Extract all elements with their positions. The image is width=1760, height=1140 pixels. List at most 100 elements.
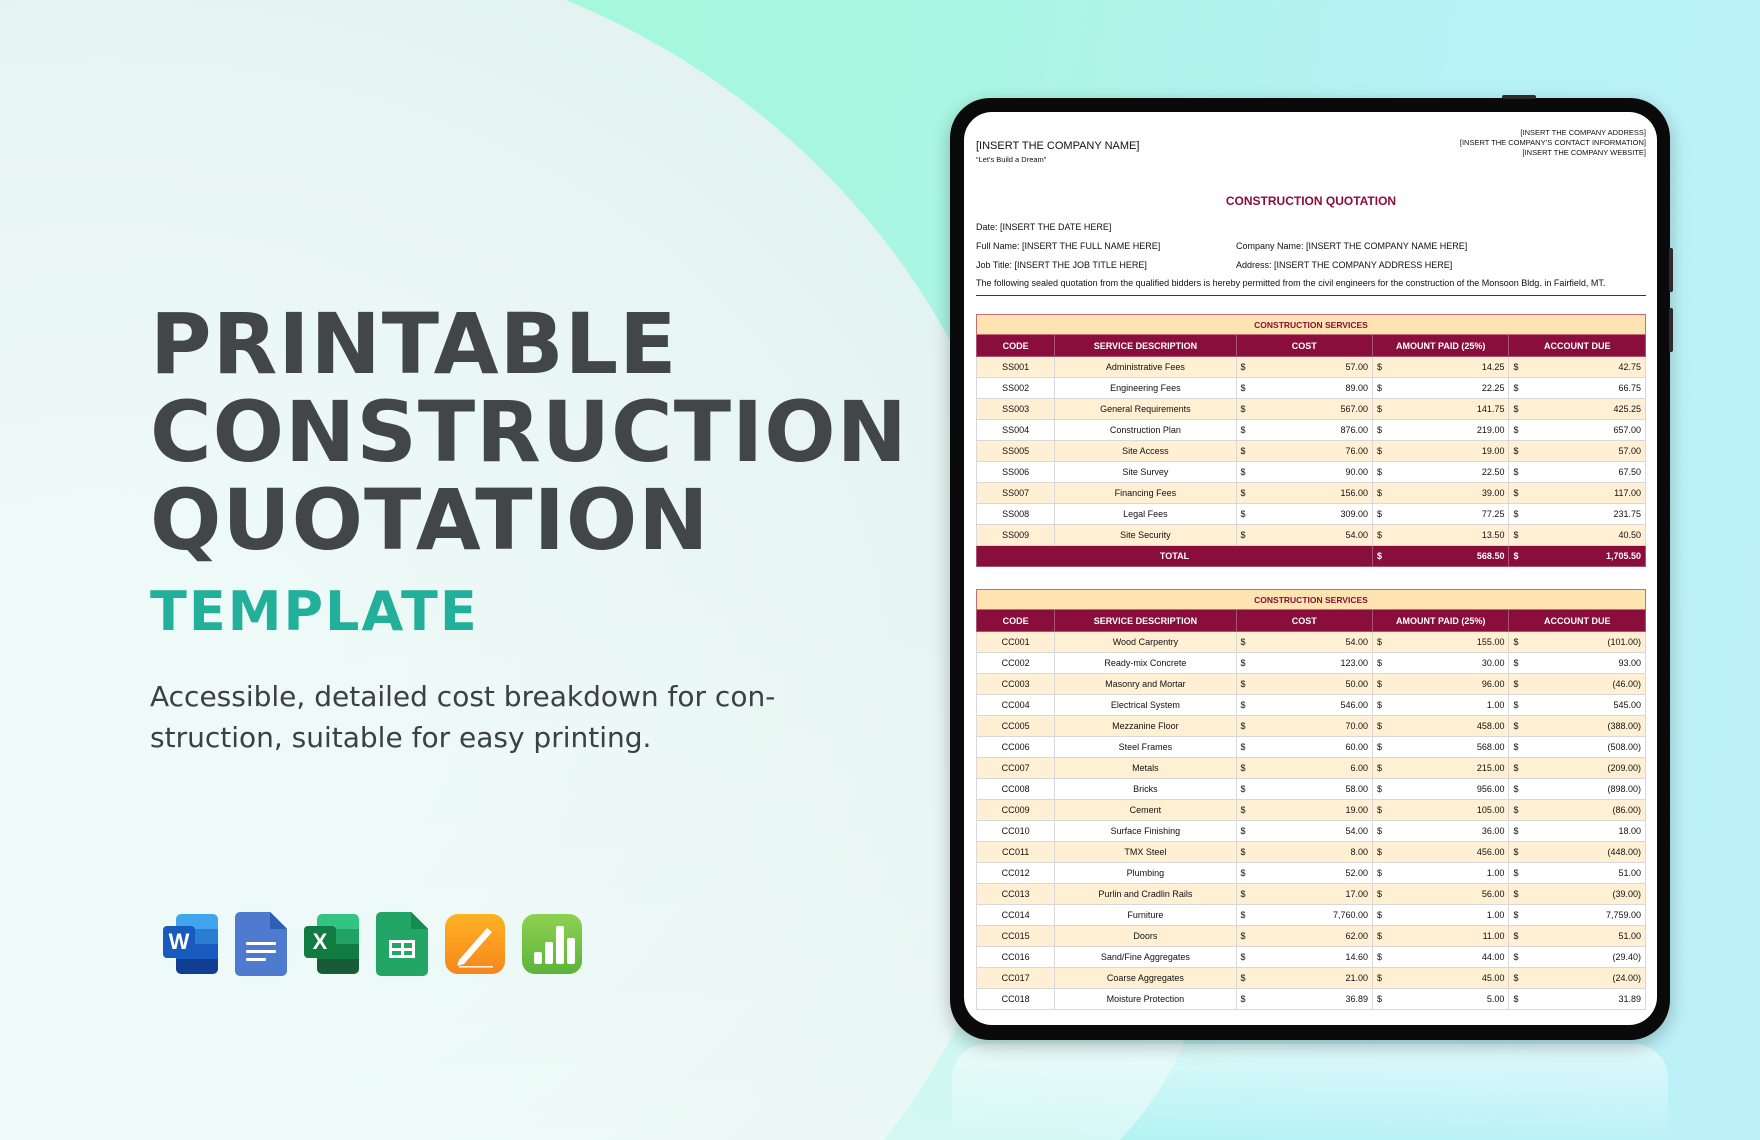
cell-account-due: $ (508.00) (1508, 736, 1646, 758)
currency-symbol: $ (1240, 509, 1246, 519)
cell-description: Site Security (1054, 524, 1237, 546)
currency-symbol: $ (1513, 910, 1519, 920)
cell-amount-paid: $155.00 (1371, 631, 1510, 653)
cell-cost: $546.00 (1235, 694, 1373, 716)
apple-numbers-icon[interactable] (522, 914, 582, 974)
company-name: [INSERT THE COMPANY NAME] (976, 140, 1140, 152)
currency-symbol: $ (1513, 446, 1519, 456)
cell-cost: $21.00 (1235, 967, 1373, 989)
paid-value: 215.00 (1476, 763, 1505, 773)
due-value: 51.00 (1618, 868, 1641, 878)
cell-cost: $6.00 (1235, 757, 1373, 779)
due-value: (46.00) (1612, 679, 1641, 689)
currency-symbol: $ (1513, 362, 1519, 372)
cell-code: CC005 (975, 715, 1056, 737)
cost-value: 54.00 (1345, 826, 1368, 836)
cell-code: CC008 (975, 778, 1056, 800)
currency-symbol: $ (1376, 530, 1382, 540)
table-row: CC013 Purlin and Cradlin Rails $17.00 $56.0… (975, 883, 1646, 905)
date-field: Date: [INSERT THE DATE HERE] (976, 222, 1112, 232)
column-header-code: CODE (975, 334, 1056, 357)
currency-symbol: $ (1240, 868, 1246, 878)
cell-code: SS009 (975, 524, 1056, 546)
column-header-account-due: ACCOUNT DUE (1508, 334, 1646, 357)
cell-account-due: $ (86.00) (1508, 799, 1646, 821)
due-value: 18.00 (1618, 826, 1641, 836)
cell-amount-paid: $1.00 (1371, 862, 1510, 884)
currency-symbol: $ (1513, 530, 1519, 540)
cell-cost: $58.00 (1235, 778, 1373, 800)
services-table: CONSTRUCTION SERVICES CODE SERVICE DESCR… (975, 314, 1646, 567)
currency-symbol: $ (1513, 658, 1519, 668)
currency-symbol: $ (1513, 509, 1519, 519)
cost-value: 6.00 (1350, 763, 1368, 773)
cell-amount-paid: $22.50 (1371, 461, 1510, 483)
currency-symbol: $ (1513, 763, 1519, 773)
cell-cost: $89.00 (1235, 377, 1373, 399)
cell-cost: $57.00 (1235, 356, 1373, 378)
paid-value: 30.00 (1481, 658, 1505, 668)
total-amount-paid: $568.50 (1371, 545, 1510, 567)
paid-value: 141.75 (1476, 404, 1505, 414)
cell-account-due: $ (24.00) (1508, 967, 1646, 989)
column-header-amount-paid: AMOUNT PAID (25%) (1371, 334, 1510, 357)
quotation-document: [INSERT THE COMPANY NAME] “Let’s Build a… (975, 112, 1646, 1010)
due-value: 425.25 (1613, 404, 1641, 414)
currency-symbol: $ (1240, 952, 1246, 962)
paid-value: 56.00 (1481, 889, 1505, 899)
currency-symbol: $ (1376, 994, 1382, 1004)
paid-value: 1.00 (1486, 910, 1505, 920)
cell-account-due: $93.00 (1508, 652, 1646, 674)
cost-value: 50.00 (1345, 679, 1368, 689)
due-value: 40.50 (1618, 530, 1641, 540)
microsoft-excel-icon[interactable]: X (304, 912, 359, 976)
info-row-name: Full Name: [INSERT THE FULL NAME HERE] C… (976, 241, 1646, 252)
cell-description: Mezzanine Floor (1054, 715, 1237, 737)
currency-symbol: $ (1240, 467, 1246, 477)
currency-symbol: $ (1376, 973, 1382, 983)
cell-description: General Requirements (1054, 398, 1237, 420)
cell-description: TMX Steel (1054, 841, 1237, 863)
table-row: CC005 Mezzanine Floor $70.00 $458.00 $ (388.0… (975, 715, 1646, 737)
construction-table: CONSTRUCTION SERVICES CODE SERVICE DESCR… (975, 589, 1646, 1010)
tablet-device: [INSERT THE COMPANY NAME] “Let’s Build a… (950, 95, 1673, 1040)
apple-pages-icon[interactable] (445, 914, 505, 974)
cell-code: SS007 (975, 482, 1056, 504)
cell-amount-paid: $39.00 (1371, 482, 1510, 504)
cost-value: 309.00 (1340, 509, 1368, 519)
cost-value: 52.00 (1345, 868, 1368, 878)
google-docs-icon[interactable] (235, 912, 287, 976)
currency-symbol: $ (1376, 763, 1382, 773)
table-row: CC006 Steel Frames $60.00 $568.00 $ (508.00) (975, 736, 1646, 758)
cost-value: 14.60 (1345, 952, 1368, 962)
currency-symbol: $ (1376, 637, 1382, 647)
paid-value: 1.00 (1486, 868, 1505, 878)
cell-code: CC015 (975, 925, 1056, 947)
total-due-value: 1,705.50 (1605, 551, 1641, 561)
currency-symbol: $ (1240, 362, 1246, 372)
table-row: SS009 Site Security $54.00 $13.50 $40.50 (975, 524, 1646, 546)
cell-account-due: $ (101.00) (1508, 631, 1646, 653)
cell-description: Bricks (1054, 778, 1237, 800)
currency-symbol: $ (1240, 679, 1246, 689)
currency-symbol: $ (1240, 530, 1246, 540)
cell-cost: $17.00 (1235, 883, 1373, 905)
cell-amount-paid: $14.25 (1371, 356, 1510, 378)
table-row: CC010 Surface Finishing $54.00 $36.00 $18.00 (975, 820, 1646, 842)
cell-code: CC011 (975, 841, 1056, 863)
currency-symbol: $ (1376, 425, 1382, 435)
cell-code: CC013 (975, 883, 1056, 905)
cell-amount-paid: $219.00 (1371, 419, 1510, 441)
document-header: [INSERT THE COMPANY NAME] “Let’s Build a… (976, 112, 1646, 182)
google-sheets-icon[interactable] (376, 912, 428, 976)
microsoft-word-icon[interactable]: W (163, 912, 218, 976)
cell-amount-paid: $1.00 (1371, 904, 1510, 926)
table-row: CC017 Coarse Aggregates $21.00 $45.00 $ (24.0… (975, 967, 1646, 989)
cell-amount-paid: $77.25 (1371, 503, 1510, 525)
due-value: 66.75 (1618, 383, 1641, 393)
job-title-field: Job Title: [INSERT THE JOB TITLE HERE] (976, 260, 1147, 270)
cell-amount-paid: $30.00 (1371, 652, 1510, 674)
numbers-bar (545, 942, 553, 964)
paid-value: 22.50 (1481, 467, 1505, 477)
column-header-description: SERVICE DESCRIPTION (1054, 334, 1237, 357)
